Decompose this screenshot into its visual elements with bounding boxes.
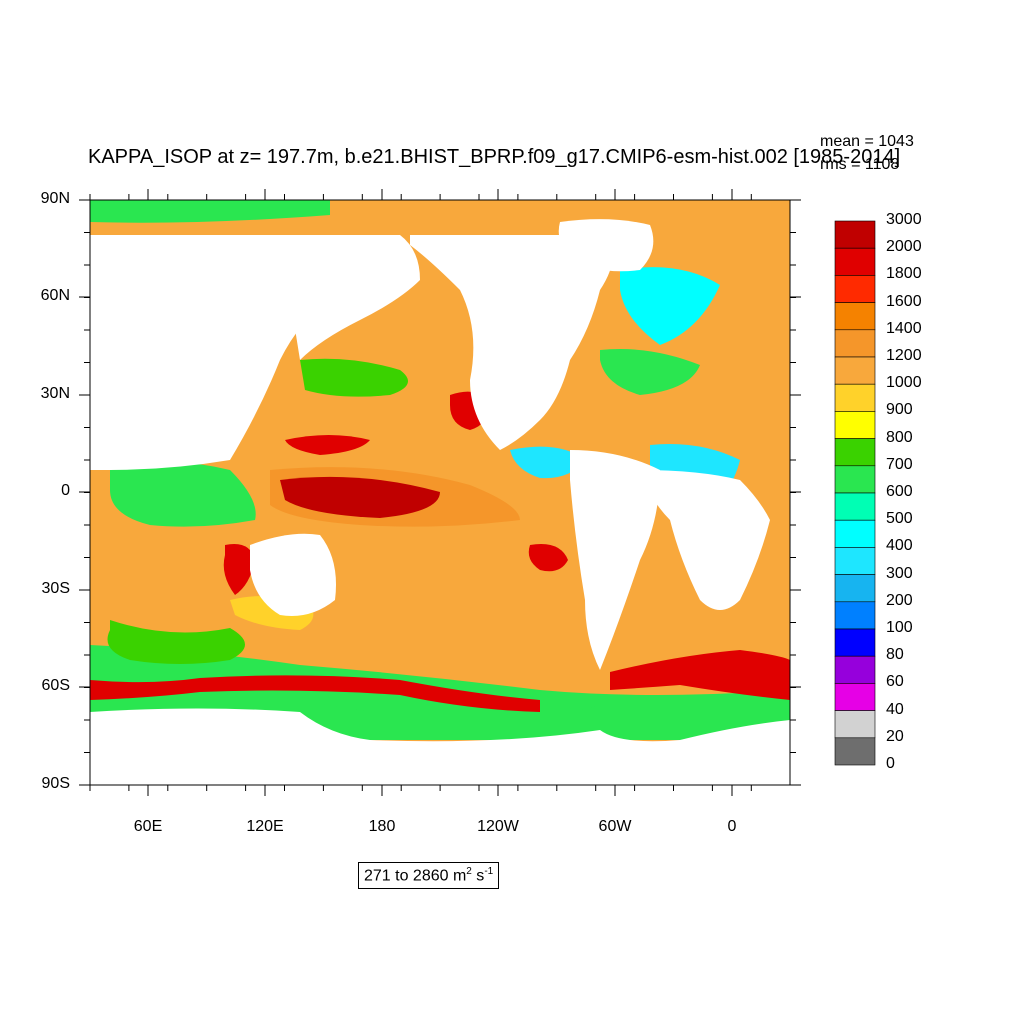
colorbar-label: 100 — [886, 619, 913, 636]
colorbar-label: 0 — [886, 755, 895, 772]
colorbar-label: 2000 — [886, 238, 922, 256]
southern-ocean-red-band — [90, 675, 540, 712]
colorbar — [834, 220, 876, 766]
arctic-green — [90, 200, 330, 223]
colorbar-swatch — [834, 329, 876, 358]
colorbar-swatch — [834, 383, 876, 412]
x-tick-label: 120W — [477, 818, 519, 835]
colorbar-swatch — [834, 628, 876, 657]
x-tick-label: 180 — [368, 818, 396, 835]
x-tick-label: 120E — [246, 818, 284, 835]
colorbar-label: 600 — [886, 483, 913, 500]
colorbar-swatch — [834, 247, 876, 276]
colorbar-label: 60 — [886, 673, 904, 691]
y-tick-label: 30S — [41, 580, 70, 597]
land-greenland — [558, 219, 654, 272]
colorbar-label: 3000 — [886, 211, 922, 228]
colorbar-label: 700 — [886, 455, 913, 473]
colorbar-label: 800 — [886, 428, 913, 446]
colorbar-label: 1600 — [886, 292, 922, 310]
rms-stat: rms = 1108 — [820, 156, 900, 173]
north-atlantic-green — [600, 349, 700, 395]
colorbar-label: 500 — [886, 510, 913, 528]
south-atlantic-red-band — [610, 650, 790, 700]
land-africa-south — [640, 470, 770, 610]
range-mid: s — [471, 867, 485, 885]
y-tick-label: 90N — [40, 190, 70, 207]
range-text: 271 to 2860 m — [364, 867, 467, 885]
mean-stat: mean = 1043 — [820, 133, 914, 150]
x-tick-label: 0 — [727, 818, 737, 835]
colorbar-label: 1200 — [886, 347, 922, 364]
colorbar-label: 1800 — [886, 265, 922, 283]
colorbar-label: 40 — [886, 700, 904, 718]
y-tick-label: 90S — [41, 775, 70, 792]
land-north-america — [410, 235, 614, 450]
colorbar-label: 200 — [886, 591, 913, 609]
colorbar-swatch — [834, 574, 876, 603]
colorbar-label: 900 — [886, 401, 913, 419]
colorbar-swatch — [834, 683, 876, 711]
colorbar-swatch — [834, 547, 876, 575]
land-africa-eurasia — [90, 235, 330, 470]
plot-title: KAPPA_ISOP at z= 197.7m, b.e21.BHIST_BPR… — [88, 146, 901, 168]
minor-ticks — [84, 194, 796, 791]
indian-ocean-red-patch — [223, 544, 255, 595]
colorbar-swatch — [834, 655, 876, 684]
south-pacific-red-blob — [528, 544, 568, 572]
map-field — [90, 200, 790, 785]
colorbar-swatch — [834, 438, 876, 467]
equatorial-pacific-red — [280, 476, 440, 518]
colorbar-swatch — [834, 302, 876, 331]
y-tick-label: 30N — [40, 385, 70, 402]
colorbar-swatch — [834, 519, 876, 548]
y-tick-label: 60N — [40, 287, 70, 304]
colorbar-swatch — [834, 710, 876, 739]
colorbar-swatch — [834, 492, 876, 521]
x-tick-label: 60E — [133, 818, 163, 835]
east-pacific-cyan — [510, 446, 585, 479]
colorbar-swatch — [834, 601, 876, 630]
land-east-asia — [280, 235, 420, 360]
colorbar-label: 20 — [886, 727, 904, 745]
colorbar-label: 300 — [886, 564, 913, 582]
colorbar-swatch — [834, 465, 876, 494]
y-tick-label: 0 — [61, 482, 70, 499]
north-atlantic-cyan — [620, 267, 720, 345]
colorbar-swatch — [834, 737, 876, 766]
colorbar-label: 1400 — [886, 319, 922, 337]
north-pacific-red-band — [285, 435, 370, 455]
land-antarctica — [90, 708, 790, 785]
colorbar-swatch — [834, 411, 876, 439]
range-exp1: 2 — [466, 866, 472, 877]
range-label: 271 to 2860 m2 s-1 — [358, 862, 500, 890]
colorbar-swatch — [834, 275, 876, 303]
antarctic-shelf-green — [300, 700, 600, 736]
indian-ocean-green — [110, 462, 256, 527]
land-australia — [250, 533, 336, 616]
y-tick-label: 60S — [41, 677, 70, 694]
colorbar-label: 400 — [886, 537, 913, 555]
colorbar-label: 1000 — [886, 374, 922, 392]
south-indian-green — [107, 620, 245, 664]
colorbar-label: 80 — [886, 646, 904, 664]
land-south-america — [570, 450, 660, 670]
colorbar-swatch — [834, 220, 876, 249]
north-pacific-green — [300, 358, 408, 397]
x-tick-label: 60W — [598, 818, 632, 835]
colorbar-swatch — [834, 356, 876, 385]
range-exp2: -1 — [484, 866, 494, 877]
